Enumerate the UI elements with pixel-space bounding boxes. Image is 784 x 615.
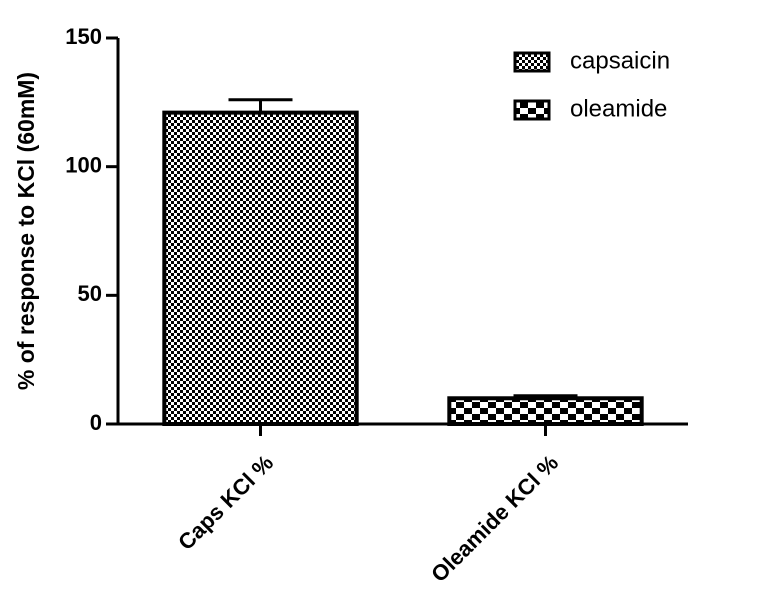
legend-label: oleamide [570,95,667,122]
y-tick-label: 0 [90,410,102,435]
y-axis-title: % of response to KCl (60mM) [13,72,39,390]
bar [162,110,359,426]
bar [447,396,644,426]
legend-swatch [513,99,551,121]
x-tick-label: Oleamide KCl % [426,450,563,587]
y-tick-label: 150 [65,24,102,49]
legend-label: capsaicin [570,47,670,74]
legend-swatch [513,51,551,73]
error-bar [513,394,578,399]
x-tick-label: Caps KCl % [173,450,278,555]
y-tick-label: 100 [65,152,102,177]
y-tick-label: 50 [78,281,102,306]
error-bar [228,98,293,113]
